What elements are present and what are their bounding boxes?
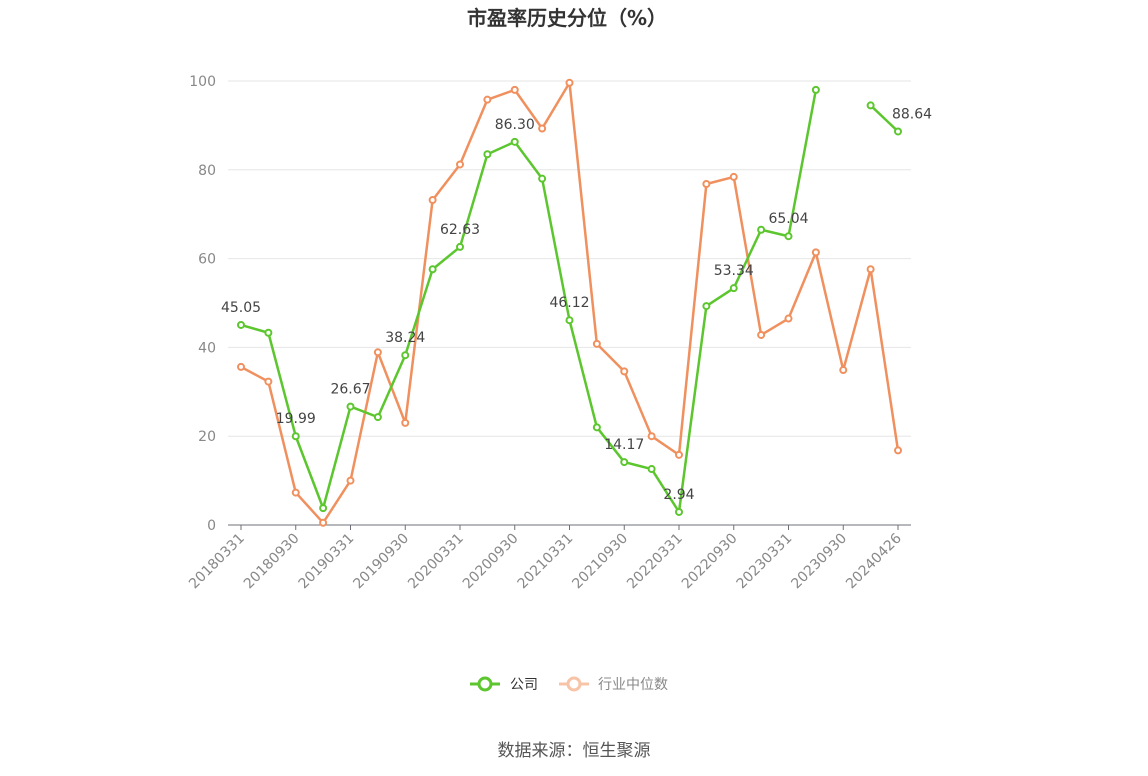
- data-point[interactable]: [757, 225, 766, 234]
- data-point[interactable]: [319, 518, 328, 527]
- data-label: 62.63: [440, 222, 480, 238]
- data-label: 46.12: [549, 295, 589, 311]
- x-tick-label: 20190331: [296, 531, 358, 593]
- data-point[interactable]: [592, 423, 601, 432]
- data-label: 45.05: [221, 300, 261, 316]
- data-point[interactable]: [702, 180, 711, 189]
- data-point[interactable]: [866, 101, 875, 110]
- data-point[interactable]: [565, 78, 574, 87]
- axes: 0 20 40 60 80 100 2018033120180930201903312019…: [186, 74, 911, 592]
- data-labels: 45.05 19.99 26.67 38.24 62.63 86.30 46.12 14.17…: [221, 106, 932, 503]
- data-point[interactable]: [811, 85, 820, 94]
- legend[interactable]: 公司 行业中位数: [470, 676, 668, 693]
- legend-marker-company: [477, 676, 493, 692]
- y-tick-label: 80: [198, 163, 216, 179]
- data-point[interactable]: [346, 402, 355, 411]
- y-tick-label: 60: [198, 252, 216, 268]
- data-point[interactable]: [784, 232, 793, 241]
- x-tick-label: 20190930: [350, 531, 412, 593]
- x-tick-label: 20220331: [624, 531, 686, 593]
- series-industry-median: [237, 78, 902, 527]
- x-tick-label: 20230930: [788, 531, 850, 593]
- data-point[interactable]: [729, 172, 738, 181]
- data-point[interactable]: [291, 488, 300, 497]
- series-line: [869, 104, 899, 133]
- legend-marker-industry: [566, 676, 582, 692]
- data-point[interactable]: [346, 476, 355, 485]
- y-tick-label: 0: [207, 518, 216, 534]
- data-source: 数据来源：恒生聚源: [498, 741, 651, 761]
- data-point[interactable]: [702, 302, 711, 311]
- legend-item-industry-median[interactable]: 行业中位数: [559, 676, 668, 693]
- data-point[interactable]: [319, 504, 328, 513]
- data-label: 53.34: [714, 263, 754, 279]
- x-tick-label: 20180930: [241, 531, 303, 593]
- data-point[interactable]: [784, 314, 793, 323]
- y-tick-label: 40: [198, 340, 216, 356]
- data-point[interactable]: [428, 265, 437, 274]
- chart-title: 市盈率历史分位（%）: [467, 6, 667, 30]
- data-point[interactable]: [866, 265, 875, 274]
- data-label: 38.24: [385, 330, 425, 346]
- data-point[interactable]: [456, 160, 464, 169]
- x-tick-label: 20240426: [843, 530, 905, 592]
- series-company: [237, 85, 902, 516]
- data-point[interactable]: [510, 137, 519, 146]
- data-label: 88.64: [892, 106, 932, 122]
- data-point[interactable]: [592, 339, 601, 348]
- x-tick-label: 20220930: [679, 531, 741, 593]
- data-point[interactable]: [675, 507, 683, 516]
- data-point[interactable]: [510, 85, 519, 94]
- data-point[interactable]: [894, 127, 902, 136]
- data-point[interactable]: [237, 362, 245, 371]
- data-label: 2.94: [663, 487, 694, 503]
- data-point[interactable]: [647, 432, 656, 441]
- data-point[interactable]: [401, 351, 410, 360]
- data-point[interactable]: [538, 124, 547, 133]
- data-point[interactable]: [811, 248, 820, 257]
- series-line: [240, 89, 818, 514]
- data-label: 86.30: [495, 117, 535, 133]
- data-point[interactable]: [757, 330, 766, 339]
- data-point[interactable]: [483, 95, 492, 104]
- data-point[interactable]: [456, 242, 464, 251]
- data-point[interactable]: [373, 348, 382, 357]
- legend-label-company: 公司: [510, 677, 538, 693]
- data-point[interactable]: [401, 418, 410, 427]
- x-tick-label: 20200331: [405, 531, 467, 593]
- x-tick-label: 20200930: [460, 531, 522, 593]
- data-label: 65.04: [768, 211, 808, 227]
- y-tick-label: 100: [189, 74, 216, 90]
- data-point[interactable]: [729, 284, 738, 293]
- x-tick-label: 20210331: [515, 531, 577, 593]
- data-point[interactable]: [647, 465, 656, 474]
- data-label: 19.99: [276, 411, 316, 427]
- data-point[interactable]: [483, 150, 492, 159]
- x-tick-label: 20210930: [569, 531, 631, 593]
- data-point[interactable]: [839, 366, 848, 375]
- data-point[interactable]: [620, 367, 629, 376]
- data-label: 26.67: [330, 382, 370, 398]
- data-point[interactable]: [620, 458, 629, 467]
- data-point[interactable]: [291, 432, 300, 441]
- data-label: 14.17: [604, 437, 644, 453]
- y-tick-label: 20: [198, 429, 216, 445]
- x-tick-label: 20180331: [186, 531, 248, 593]
- x-tick-label: 20230331: [734, 531, 796, 593]
- data-point[interactable]: [237, 320, 245, 329]
- legend-item-company[interactable]: 公司: [470, 676, 538, 693]
- data-point[interactable]: [373, 413, 382, 422]
- series-lines: [237, 78, 902, 527]
- data-point[interactable]: [264, 328, 273, 337]
- legend-label-industry: 行业中位数: [598, 677, 668, 693]
- data-point[interactable]: [565, 316, 574, 325]
- data-point[interactable]: [428, 195, 437, 204]
- data-point[interactable]: [675, 450, 683, 459]
- data-point[interactable]: [538, 174, 547, 183]
- data-point[interactable]: [264, 377, 273, 386]
- data-point[interactable]: [894, 446, 902, 455]
